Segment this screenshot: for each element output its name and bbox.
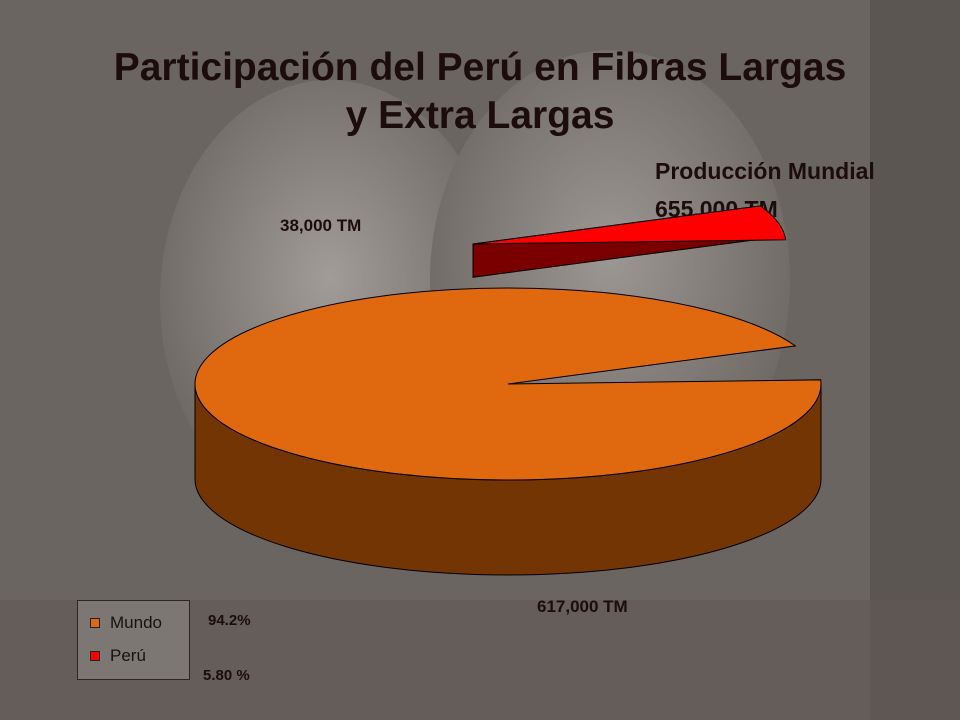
- data-label-peru: 38,000 TM: [280, 216, 362, 235]
- chart-title-line-2: y Extra Largas: [345, 94, 615, 137]
- percent-label-mundo: 94.2%: [208, 612, 251, 629]
- percent-label-peru: 5.80 %: [203, 667, 250, 684]
- legend: Mundo Perú: [77, 600, 190, 680]
- chart-title-line-1: Participación del Perú en Fibras Largas: [113, 46, 847, 89]
- data-label-mundo: 617,000 TM: [537, 597, 628, 616]
- pie-slice-peru: [472, 205, 787, 245]
- legend-swatch-peru: [90, 651, 100, 661]
- world-production-label: Producción Mundial: [655, 158, 875, 184]
- pie-slice-mundo: [194, 287, 822, 481]
- legend-label-peru: Perú: [110, 646, 146, 665]
- legend-swatch-mundo: [90, 618, 100, 628]
- legend-label-mundo: Mundo: [110, 613, 162, 632]
